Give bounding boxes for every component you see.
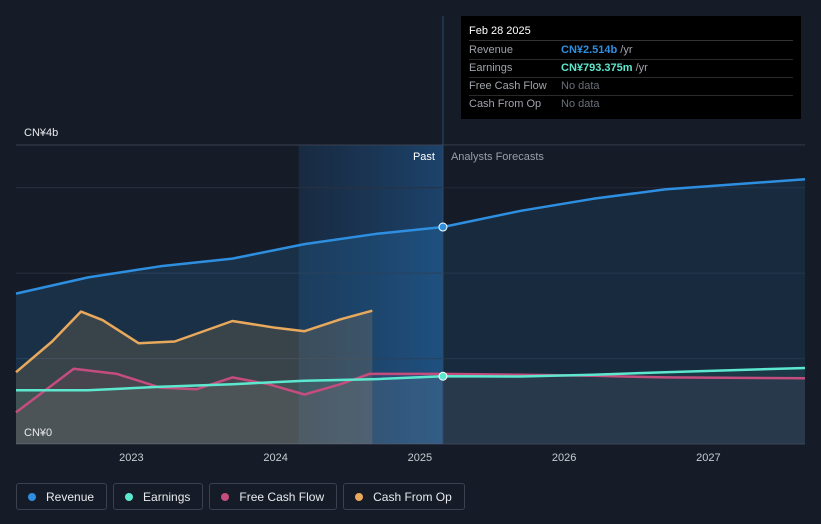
past-highlight-region	[298, 145, 443, 444]
series-area-free-cash-flow	[16, 368, 805, 444]
series-area-cash-from-op	[16, 310, 373, 444]
legend-item-revenue[interactable]: Revenue	[16, 483, 108, 510]
legend-label: Earnings	[143, 489, 191, 504]
legend-item-cash-from-op[interactable]: Cash From Op	[343, 483, 465, 510]
legend-label: Free Cash Flow	[239, 489, 325, 504]
tooltip-row-cash-from-op: Cash From Op No data	[469, 96, 793, 113]
tooltip-label: Free Cash Flow	[469, 80, 547, 92]
series-line-cash-from-op	[15, 309, 373, 374]
legend-item-earnings[interactable]: Earnings	[113, 483, 204, 510]
tooltip-label: Earnings	[469, 62, 513, 74]
forecast-region	[442, 145, 805, 444]
legend-dot-icon	[28, 492, 36, 501]
tooltip-label: Cash From Op	[469, 98, 542, 110]
tooltip-value: No data	[561, 98, 600, 110]
tooltip-row-revenue: Revenue CN¥2.514b /yr	[469, 42, 793, 60]
tooltip-row-free-cash-flow: Free Cash Flow No data	[469, 78, 793, 96]
tooltip: Feb 28 2025 Revenue CN¥2.514b /yr Earnin…	[461, 16, 801, 119]
series-area-revenue	[16, 179, 805, 444]
tooltip-row-earnings: Earnings CN¥793.375m /yr	[469, 60, 793, 78]
legend-label: Revenue	[46, 489, 95, 504]
legend-dot-icon	[355, 492, 364, 501]
tooltip-date: Feb 28 2025	[469, 24, 793, 41]
legend-dot-icon	[125, 492, 134, 501]
series-line-earnings	[16, 366, 806, 392]
tooltip-unit: /yr	[620, 44, 633, 56]
x-tick-2026: 2026	[552, 452, 576, 464]
x-tick-2025: 2025	[408, 452, 432, 464]
tooltip-value: CN¥793.375m	[561, 62, 633, 74]
y-axis-bottom-label: CN¥0	[24, 427, 52, 439]
tooltip-value: CN¥2.514b	[561, 44, 618, 56]
chart-area: CN¥4b CN¥0 Past Analysts Forecasts 2023 2024 2…	[15, 16, 806, 464]
marker-revenue	[438, 222, 448, 232]
legend-item-free-cash-flow[interactable]: Free Cash Flow	[209, 483, 338, 510]
legend-label: Cash From Op	[373, 489, 452, 504]
marker-earnings	[438, 371, 448, 381]
tooltip-label: Revenue	[469, 44, 514, 56]
series-line-revenue	[15, 177, 806, 295]
x-tick-2023: 2023	[119, 452, 143, 464]
tooltip-value: No data	[561, 80, 600, 92]
x-tick-2024: 2024	[263, 452, 287, 464]
forecast-label: Analysts Forecasts	[451, 151, 544, 163]
past-label: Past	[413, 151, 435, 163]
legend: Revenue Earnings Free Cash Flow Cash Fro…	[16, 483, 465, 510]
series-area-earnings	[16, 368, 805, 444]
x-tick-2027: 2027	[696, 452, 720, 464]
tooltip-unit: /yr	[635, 62, 648, 74]
legend-dot-icon	[221, 492, 230, 501]
y-axis-top-label: CN¥4b	[24, 127, 58, 139]
